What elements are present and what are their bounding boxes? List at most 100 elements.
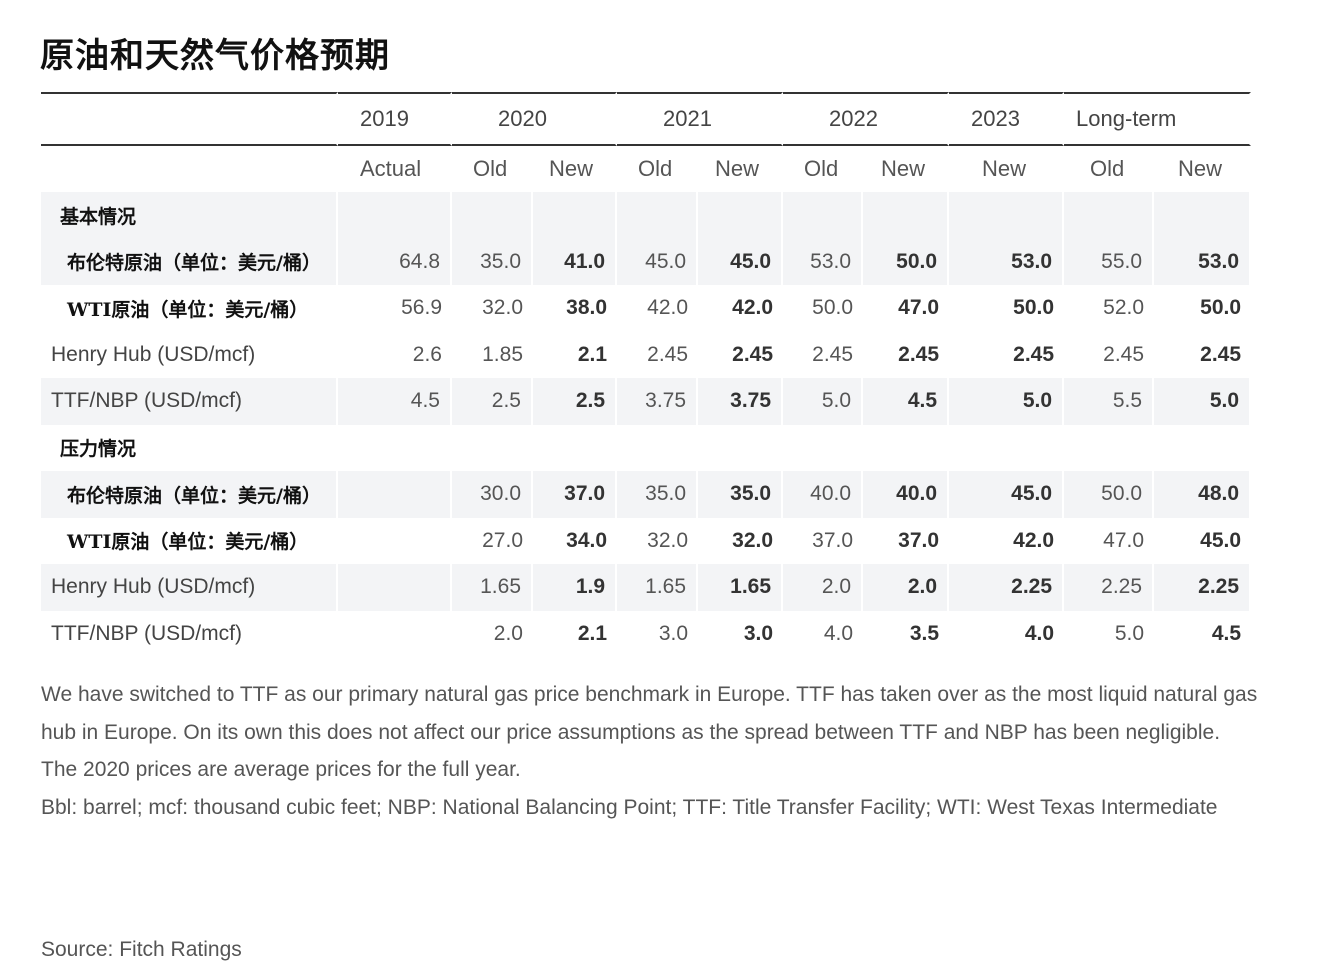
- value-cell: [338, 611, 452, 658]
- value-cell: 2.45: [898, 342, 940, 366]
- value-cell: [338, 564, 452, 611]
- table-row: WTI原油（单位：美元/桶） 27.0 34.0 32.0 32.0 37.0 37.0 42…: [41, 518, 1251, 565]
- section-blank-cell: [617, 192, 699, 239]
- value-cell: 30.0: [452, 471, 533, 518]
- section-blank-cell: [863, 425, 949, 472]
- value-cell: 42.0: [1013, 528, 1055, 552]
- table-row: 布伦特原油（单位：美元/桶） 64.8 35.0 41.0 45.0 45.0 53.0 50…: [41, 238, 1252, 285]
- source-line: Source: Fitch Ratings: [41, 938, 242, 961]
- value-cell: 56.9: [401, 296, 442, 320]
- year-2023: 2023: [949, 92, 1065, 146]
- value-cell: 3.75: [617, 378, 699, 425]
- row-label: TTF/NBP (USD/mcf): [51, 621, 242, 645]
- value-cell: 34.0: [566, 528, 608, 552]
- value-cell: 1.85: [482, 342, 523, 366]
- value-cell: 41.0: [533, 238, 618, 285]
- value-cell: 37.0: [898, 528, 940, 552]
- value-cell: 1.65: [617, 564, 699, 611]
- value-cell: 2.0: [783, 564, 864, 611]
- table-row: TTF/NBP (USD/mcf) 2.0 2.1 3.0 3.0 4.0 3.5 4.0 5.…: [41, 611, 1251, 658]
- value-cell: 4.5: [863, 378, 950, 425]
- page-title: 原油和天然气价格预期: [40, 36, 390, 76]
- section-row: 压力情况: [41, 425, 1251, 472]
- value-cell: 37.0: [812, 528, 854, 552]
- year-2020: 2020: [452, 92, 618, 146]
- value-cell: 2.25: [1154, 564, 1252, 611]
- header-blank: [41, 92, 338, 146]
- value-cell: 5.0: [949, 378, 1065, 425]
- value-cell: [338, 518, 452, 565]
- section-blank-cell: [452, 192, 533, 239]
- value-cell: 45.0: [698, 238, 784, 285]
- table-row: WTI原油（单位：美元/桶） 56.9 32.0 38.0 42.0 42.0 50.0 47…: [41, 285, 1251, 332]
- value-cell: 53.0: [783, 238, 864, 285]
- value-cell: 3.0: [658, 621, 689, 645]
- value-cell: 38.0: [566, 296, 608, 320]
- value-cell: 1.65: [698, 564, 784, 611]
- value-cell: 45.0: [617, 238, 699, 285]
- row-label: TTF/NBP (USD/mcf): [41, 378, 338, 425]
- section-blank-cell: [783, 192, 864, 239]
- value-cell: 45.0: [949, 471, 1065, 518]
- row-label: 布伦特原油（单位：美元/桶）: [41, 238, 338, 285]
- row-label: Henry Hub (USD/mcf): [51, 342, 256, 366]
- value-cell: 2.0: [493, 621, 523, 645]
- year-header-row: 2019 2020 2021 2022 2023 Long-term: [41, 92, 1252, 146]
- value-cell: 4.0: [823, 621, 854, 645]
- note-abbreviations: Bbl: barrel; mcf: thousand cubic feet; N…: [41, 795, 1218, 819]
- section-label: 基本情况: [41, 192, 338, 239]
- value-cell: 52.0: [1103, 296, 1145, 320]
- row-label: 布伦特原油（单位：美元/桶）: [41, 471, 338, 518]
- value-cell: 2.45: [1200, 342, 1242, 366]
- section-label: 压力情况: [60, 438, 137, 461]
- section-blank-cell: [1064, 425, 1154, 472]
- value-cell: 47.0: [1103, 528, 1145, 552]
- section-blank-cell: [533, 425, 617, 472]
- value-cell: 1.9: [533, 564, 618, 611]
- value-cell: 45.0: [1200, 528, 1242, 552]
- value-cell: 3.5: [909, 621, 940, 645]
- value-cell: 2.5: [533, 378, 618, 425]
- section-blank-cell: [1064, 192, 1155, 239]
- subheader-row: Actual Old New Old New Old New New Old N…: [41, 146, 1251, 192]
- subheader-old: Old: [638, 156, 673, 181]
- value-cell: 53.0: [1154, 238, 1252, 285]
- value-cell: 50.0: [1200, 296, 1242, 320]
- value-cell: 32.0: [647, 528, 689, 552]
- section-blank-cell: [452, 425, 533, 472]
- value-cell: 2.6: [412, 342, 442, 366]
- year-2019: 2019: [338, 92, 452, 146]
- row-label: WTI原油（单位：美元/桶）: [67, 298, 309, 321]
- value-cell: 35.0: [617, 471, 699, 518]
- subheader-new: New: [881, 156, 926, 181]
- value-cell: 1.65: [452, 564, 533, 611]
- section-blank-cell: [949, 192, 1065, 239]
- value-cell: 2.45: [732, 342, 774, 366]
- value-cell: 27.0: [482, 528, 523, 552]
- table-row: Henry Hub (USD/mcf) 1.65 1.9 1.65 1.65 2.0 2.0…: [41, 564, 1252, 611]
- section-blank-cell: [617, 425, 698, 472]
- subheader-new: New: [982, 156, 1027, 181]
- value-cell: 53.0: [949, 238, 1065, 285]
- value-cell: 42.0: [647, 296, 689, 320]
- table-row: TTF/NBP (USD/mcf) 4.5 2.5 2.5 3.75 3.75 5.0 4.5…: [41, 378, 1252, 425]
- subheader-actual: Actual: [360, 156, 422, 181]
- value-cell: 32.0: [482, 296, 523, 320]
- value-cell: 5.0: [1154, 378, 1252, 425]
- value-cell: 40.0: [783, 471, 864, 518]
- value-cell: 5.5: [1064, 378, 1155, 425]
- value-cell: 2.25: [949, 564, 1065, 611]
- subheader-new: New: [715, 156, 760, 181]
- value-cell: 50.0: [1013, 296, 1055, 320]
- year-2021: 2021: [617, 92, 784, 146]
- footnotes: We have switched to TTF as our primary n…: [41, 676, 1281, 826]
- section-blank-cell: [533, 192, 618, 239]
- value-cell: 3.75: [698, 378, 784, 425]
- value-cell: 48.0: [1154, 471, 1252, 518]
- value-cell: 2.45: [1103, 342, 1145, 366]
- year-2022: 2022: [783, 92, 950, 146]
- value-cell: 2.5: [452, 378, 533, 425]
- subheader-new: New: [549, 156, 594, 181]
- section-blank-cell: [783, 425, 863, 472]
- value-cell: 37.0: [533, 471, 618, 518]
